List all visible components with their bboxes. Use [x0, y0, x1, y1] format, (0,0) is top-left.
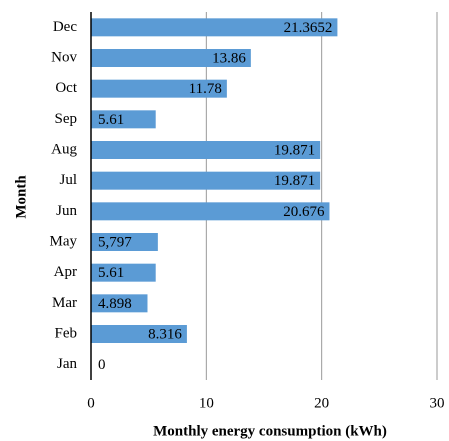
y-tick-label: Dec — [53, 19, 77, 35]
data-label: 5,797 — [98, 234, 132, 250]
data-label: 8.316 — [148, 326, 182, 342]
y-tick-label: Jan — [57, 356, 77, 372]
y-tick-label: Mar — [52, 295, 77, 311]
y-tick-label: Nov — [51, 49, 77, 65]
data-label: 0 — [98, 357, 106, 373]
bar — [91, 202, 330, 221]
data-label: 5.61 — [98, 112, 124, 128]
y-tick-label: Aug — [51, 141, 77, 157]
bar — [91, 294, 148, 313]
bar — [91, 110, 156, 129]
data-label: 13.86 — [212, 50, 246, 66]
bar — [91, 141, 321, 159]
bar — [91, 233, 158, 251]
x-tick-label: 30 — [430, 395, 445, 411]
y-tick-label: Sep — [55, 111, 78, 127]
bar — [91, 49, 251, 67]
data-label: 4.898 — [98, 296, 132, 312]
x-axis-label: Monthly energy consumption (kWh) — [153, 423, 387, 439]
y-tick-label: May — [50, 233, 78, 249]
x-tick-label: 0 — [87, 395, 95, 411]
x-tick-label: 20 — [314, 395, 329, 411]
bar — [91, 263, 156, 282]
bar — [91, 18, 338, 37]
y-tick-label: Apr — [54, 264, 77, 280]
data-label: 20.676 — [283, 204, 325, 220]
data-label: 5.61 — [98, 265, 124, 281]
y-axis-label: Month — [13, 175, 29, 219]
data-label: 21.3652 — [284, 20, 333, 36]
y-tick-label: Feb — [55, 325, 78, 341]
data-label: 11.78 — [189, 81, 222, 97]
bar — [91, 171, 321, 190]
x-tick-label: 10 — [199, 395, 214, 411]
bar — [91, 325, 187, 343]
y-tick-label: Jul — [59, 172, 77, 188]
y-tick-label: Oct — [55, 80, 77, 96]
data-label: 19.871 — [274, 173, 315, 189]
data-label: 19.871 — [274, 142, 315, 158]
bar — [91, 79, 227, 98]
y-tick-label: Jun — [56, 203, 77, 219]
